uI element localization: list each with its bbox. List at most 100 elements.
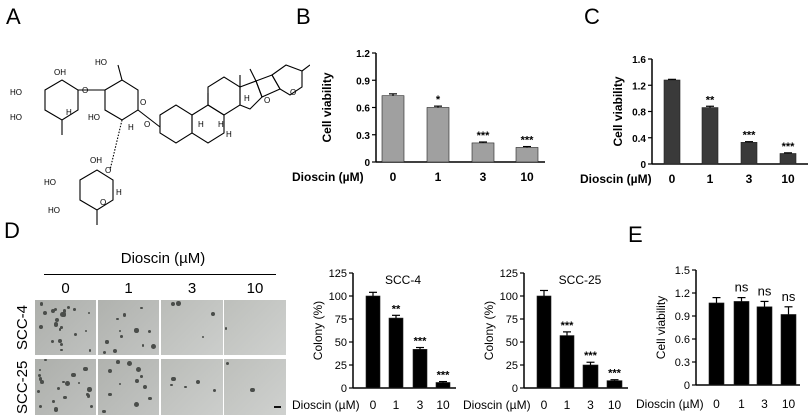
- significance-marker: ***: [782, 141, 796, 153]
- colony-dot: [119, 383, 122, 386]
- colony-dot: [86, 394, 91, 398]
- colony-dot: [87, 312, 91, 315]
- x-category-label: 10: [436, 398, 450, 412]
- x-category-label: 3: [417, 398, 424, 412]
- micrograph-scc-25-10: [224, 359, 286, 415]
- svg-text:HO: HO: [95, 58, 107, 67]
- colony-dot: [212, 388, 217, 392]
- colony-dot: [83, 366, 88, 372]
- micrograph-scc-4-3: [161, 300, 223, 355]
- x-category-label: 0: [390, 170, 397, 184]
- micrograph-scc-25-0: [35, 359, 96, 415]
- column-label-0: 0: [61, 280, 70, 297]
- y-tick-label: 1.2: [675, 288, 690, 300]
- svg-text:O: O: [140, 98, 146, 107]
- colony-dot: [51, 400, 55, 403]
- colony-dot: [115, 360, 120, 364]
- colony-dot: [87, 387, 92, 392]
- colony-dot: [88, 349, 91, 352]
- bar-b-1: [426, 107, 450, 163]
- colony-dot: [170, 384, 173, 387]
- colony-dot: [39, 325, 44, 330]
- colony-dot: [37, 373, 42, 377]
- panel-label-c: C: [584, 4, 600, 29]
- x-category-label: 1: [738, 397, 745, 411]
- bar-b-3: [471, 142, 495, 163]
- significance-marker: ***: [608, 368, 622, 380]
- x-category-label: 0: [713, 397, 720, 411]
- colony-dot: [73, 332, 78, 337]
- bar-d-scc-4-0: [365, 295, 381, 389]
- colony-dot: [148, 396, 152, 400]
- bar-c-3: [740, 142, 758, 165]
- significance-marker: ns: [782, 289, 796, 304]
- x-category-label: 3: [587, 398, 594, 412]
- micrograph-scc-4-1: [98, 300, 159, 355]
- x-category-label: 0: [541, 398, 548, 412]
- svg-text:H: H: [198, 120, 204, 129]
- colony-dot: [105, 340, 109, 344]
- micrograph-scc-25-3: [161, 359, 223, 415]
- colony-dot: [123, 313, 127, 317]
- panel-label-e: E: [628, 222, 643, 247]
- column-label-3: 3: [187, 280, 197, 297]
- colony-dot: [141, 343, 145, 347]
- colony-dot: [55, 317, 60, 323]
- y-tick-label: 1.2: [632, 81, 646, 92]
- colony-dot: [62, 380, 65, 383]
- bar-e-10: [780, 314, 797, 386]
- bar-d-scc-4-3: [412, 349, 428, 389]
- panel-label-a: A: [6, 4, 21, 29]
- colony-dot: [202, 335, 205, 339]
- svg-text:O: O: [82, 86, 88, 95]
- y-tick-label: 0.3: [675, 357, 690, 369]
- significance-marker: ***: [521, 135, 535, 147]
- colony-dot: [60, 325, 63, 329]
- colony-dot: [51, 339, 55, 344]
- colony-dot: [113, 348, 118, 353]
- y-axis-label: Cell viability: [320, 72, 334, 142]
- colony-dot: [38, 377, 43, 381]
- colony-dot: [62, 308, 67, 313]
- colony-dot: [85, 330, 88, 333]
- bar-b-0: [381, 95, 405, 163]
- micrograph-header: Dioscin (µM): [120, 250, 206, 267]
- colony-dot: [54, 407, 59, 412]
- colony-dot: [36, 390, 40, 394]
- x-axis-label: Dioscin (µM): [636, 397, 704, 411]
- colony-dot: [44, 359, 47, 362]
- svg-text:H: H: [226, 130, 232, 139]
- colony-dot: [51, 308, 55, 313]
- svg-text:O: O: [264, 96, 270, 105]
- y-tick-label: 0.6: [356, 104, 370, 115]
- colony-dot: [58, 328, 62, 331]
- x-category-label: 3: [761, 397, 768, 411]
- x-category-label: 1: [393, 398, 400, 412]
- column-label-10: 10: [246, 280, 264, 297]
- colony-dot: [53, 307, 58, 312]
- colony-dot: [250, 387, 255, 392]
- micrograph-scc-4-10: [224, 300, 286, 355]
- colony-dot: [63, 395, 67, 399]
- significance-marker: *: [436, 94, 441, 106]
- y-tick-label: 50: [506, 337, 518, 349]
- colony-dot: [118, 329, 121, 332]
- column-label-1: 1: [124, 280, 133, 297]
- svg-text:O: O: [100, 198, 106, 207]
- colony-dot: [103, 350, 107, 354]
- micrograph-scc-25-1: [98, 359, 159, 415]
- x-axis-label: Dioscin (µM): [580, 172, 652, 186]
- colony-dot: [71, 372, 76, 378]
- bar-c-0: [663, 79, 681, 165]
- svg-text:OH: OH: [90, 156, 102, 165]
- colony-dot: [170, 301, 176, 307]
- y-tick-label: 125: [329, 268, 347, 280]
- colony-dot: [53, 322, 59, 328]
- x-category-label: 10: [520, 170, 534, 184]
- colony-dot: [120, 334, 124, 338]
- bar-b-10: [515, 147, 539, 163]
- x-axis-label: Dioscin (µM): [463, 398, 531, 412]
- colony-dot: [195, 379, 201, 385]
- svg-text:HO: HO: [10, 113, 22, 122]
